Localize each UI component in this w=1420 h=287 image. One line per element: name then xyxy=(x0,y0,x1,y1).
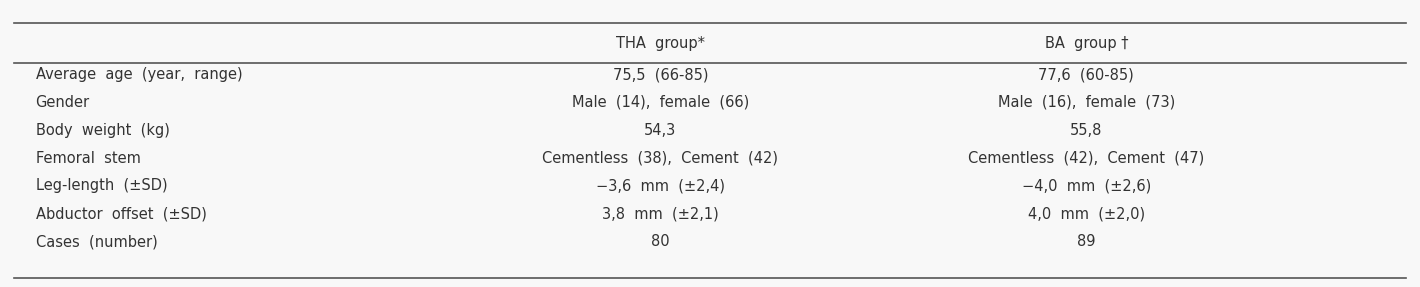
Text: −4,0  mm  (±2,6): −4,0 mm (±2,6) xyxy=(1021,179,1152,193)
Text: 75,5  (66-85): 75,5 (66-85) xyxy=(612,67,709,82)
Text: 3,8  mm  (±2,1): 3,8 mm (±2,1) xyxy=(602,206,719,221)
Text: Gender: Gender xyxy=(36,95,89,110)
Text: 80: 80 xyxy=(650,234,670,249)
Text: Femoral  stem: Femoral stem xyxy=(36,151,141,166)
Text: 77,6  (60-85): 77,6 (60-85) xyxy=(1038,67,1135,82)
Text: Cases  (number): Cases (number) xyxy=(36,234,158,249)
Text: 89: 89 xyxy=(1076,234,1096,249)
Text: 55,8: 55,8 xyxy=(1071,123,1102,138)
Text: Cementless  (42),  Cement  (47): Cementless (42), Cement (47) xyxy=(968,151,1204,166)
Text: 4,0  mm  (±2,0): 4,0 mm (±2,0) xyxy=(1028,206,1145,221)
Text: Cementless  (38),  Cement  (42): Cementless (38), Cement (42) xyxy=(542,151,778,166)
Text: Average  age  (year,  range): Average age (year, range) xyxy=(36,67,243,82)
Text: BA  group †: BA group † xyxy=(1045,36,1127,51)
Text: THA  group*: THA group* xyxy=(616,36,704,51)
Text: 54,3: 54,3 xyxy=(645,123,676,138)
Text: Male  (16),  female  (73): Male (16), female (73) xyxy=(998,95,1174,110)
Text: Leg-length  (±SD): Leg-length (±SD) xyxy=(36,179,168,193)
Text: Male  (14),  female  (66): Male (14), female (66) xyxy=(572,95,748,110)
Text: Abductor  offset  (±SD): Abductor offset (±SD) xyxy=(36,206,206,221)
Text: Body  weight  (kg): Body weight (kg) xyxy=(36,123,169,138)
Text: −3,6  mm  (±2,4): −3,6 mm (±2,4) xyxy=(596,179,724,193)
